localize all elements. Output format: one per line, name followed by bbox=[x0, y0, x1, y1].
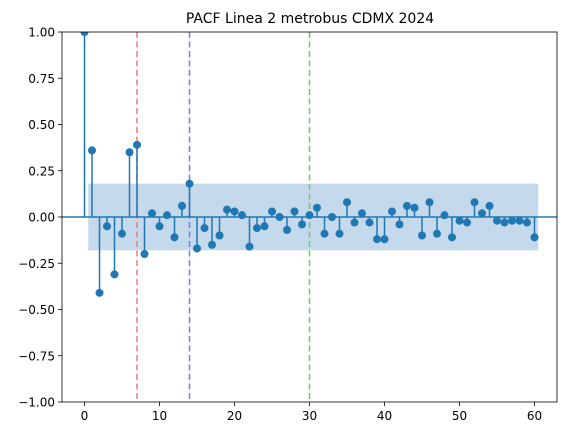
marker-lag-25 bbox=[268, 207, 276, 216]
marker-lag-28 bbox=[290, 207, 299, 216]
marker-lag-59 bbox=[523, 218, 531, 227]
y-tick-label-1: −0.75 bbox=[18, 349, 55, 363]
marker-lag-19 bbox=[223, 205, 231, 214]
marker-lag-24 bbox=[260, 222, 269, 231]
marker-lag-15 bbox=[193, 244, 201, 253]
marker-lag-42 bbox=[395, 220, 404, 229]
marker-lag-16 bbox=[200, 224, 209, 233]
marker-lag-4 bbox=[110, 270, 119, 279]
marker-lag-51 bbox=[463, 218, 471, 227]
marker-lag-37 bbox=[358, 209, 366, 218]
marker-lag-29 bbox=[298, 220, 306, 229]
marker-lag-38 bbox=[365, 218, 374, 227]
marker-lag-9 bbox=[148, 209, 156, 218]
marker-lag-5 bbox=[118, 229, 126, 238]
marker-lag-8 bbox=[140, 250, 149, 258]
marker-lag-13 bbox=[178, 201, 186, 210]
y-tick-label-7: 0.75 bbox=[28, 72, 55, 86]
marker-lag-3 bbox=[103, 222, 111, 231]
marker-lag-12 bbox=[170, 233, 179, 242]
marker-lag-50 bbox=[455, 216, 464, 225]
marker-lag-44 bbox=[410, 203, 419, 212]
marker-lag-58 bbox=[515, 216, 524, 225]
marker-lag-39 bbox=[373, 235, 381, 244]
x-tick-label-60: 60 bbox=[527, 409, 542, 423]
marker-lag-57 bbox=[508, 216, 516, 225]
x-tick-label-50: 50 bbox=[452, 409, 467, 423]
x-tick-label-40: 40 bbox=[377, 409, 392, 423]
chart-title: PACF Linea 2 metrobus CDMX 2024 bbox=[186, 11, 434, 27]
y-tick-label-8: 1.00 bbox=[28, 26, 55, 40]
x-tick-label-30: 30 bbox=[302, 409, 317, 423]
y-tick-label-3: −0.25 bbox=[18, 257, 55, 271]
x-tick-label-0: 0 bbox=[81, 409, 89, 423]
marker-lag-46 bbox=[425, 198, 434, 207]
marker-lag-56 bbox=[500, 218, 509, 227]
marker-lag-45 bbox=[418, 231, 426, 240]
marker-lag-35 bbox=[343, 198, 351, 207]
marker-lag-31 bbox=[313, 203, 321, 212]
marker-lag-52 bbox=[470, 198, 479, 207]
marker-lag-23 bbox=[253, 224, 261, 233]
marker-lag-33 bbox=[328, 213, 336, 221]
y-tick-label-4: 0.00 bbox=[28, 211, 55, 225]
marker-lag-1 bbox=[88, 146, 96, 155]
y-tick-label-2: −0.50 bbox=[18, 303, 55, 317]
marker-lag-32 bbox=[320, 229, 329, 238]
marker-lag-55 bbox=[493, 216, 501, 225]
marker-lag-60 bbox=[530, 233, 539, 242]
marker-lag-0 bbox=[80, 32, 89, 36]
marker-lag-22 bbox=[245, 242, 254, 251]
marker-lag-20 bbox=[230, 207, 239, 216]
marker-lag-34 bbox=[335, 229, 344, 238]
marker-lag-6 bbox=[125, 148, 134, 157]
marker-lag-40 bbox=[380, 235, 389, 244]
x-tick-label-20: 20 bbox=[227, 409, 242, 423]
y-tick-label-6: 0.50 bbox=[28, 118, 55, 132]
marker-lag-53 bbox=[478, 209, 486, 218]
plot-area bbox=[62, 32, 557, 402]
marker-lag-43 bbox=[403, 201, 411, 210]
marker-lag-2 bbox=[95, 288, 104, 297]
marker-lag-14 bbox=[185, 179, 194, 188]
marker-lag-36 bbox=[350, 218, 359, 227]
marker-lag-10 bbox=[155, 222, 164, 231]
marker-lag-11 bbox=[163, 211, 171, 220]
marker-lag-26 bbox=[275, 213, 284, 221]
marker-lag-18 bbox=[215, 231, 224, 240]
marker-lag-7 bbox=[133, 140, 141, 149]
marker-lag-30 bbox=[305, 211, 314, 220]
axes: 0 10 20 30 40 50 60 −1.00 −0.75 −0.50 −0.25 0.00 0.2… bbox=[18, 26, 558, 423]
marker-lag-49 bbox=[448, 233, 456, 242]
marker-lag-48 bbox=[440, 211, 449, 220]
plot-inner bbox=[62, 32, 557, 402]
marker-lag-47 bbox=[433, 229, 441, 238]
y-tick-label-5: 0.25 bbox=[28, 164, 55, 178]
x-tick-label-10: 10 bbox=[152, 409, 167, 423]
y-tick-label-0: −1.00 bbox=[18, 396, 55, 410]
marker-lag-21 bbox=[238, 211, 246, 220]
marker-lag-41 bbox=[388, 207, 396, 216]
marker-lag-54 bbox=[485, 201, 494, 210]
marker-lag-17 bbox=[208, 240, 216, 249]
marker-lag-27 bbox=[283, 225, 291, 234]
